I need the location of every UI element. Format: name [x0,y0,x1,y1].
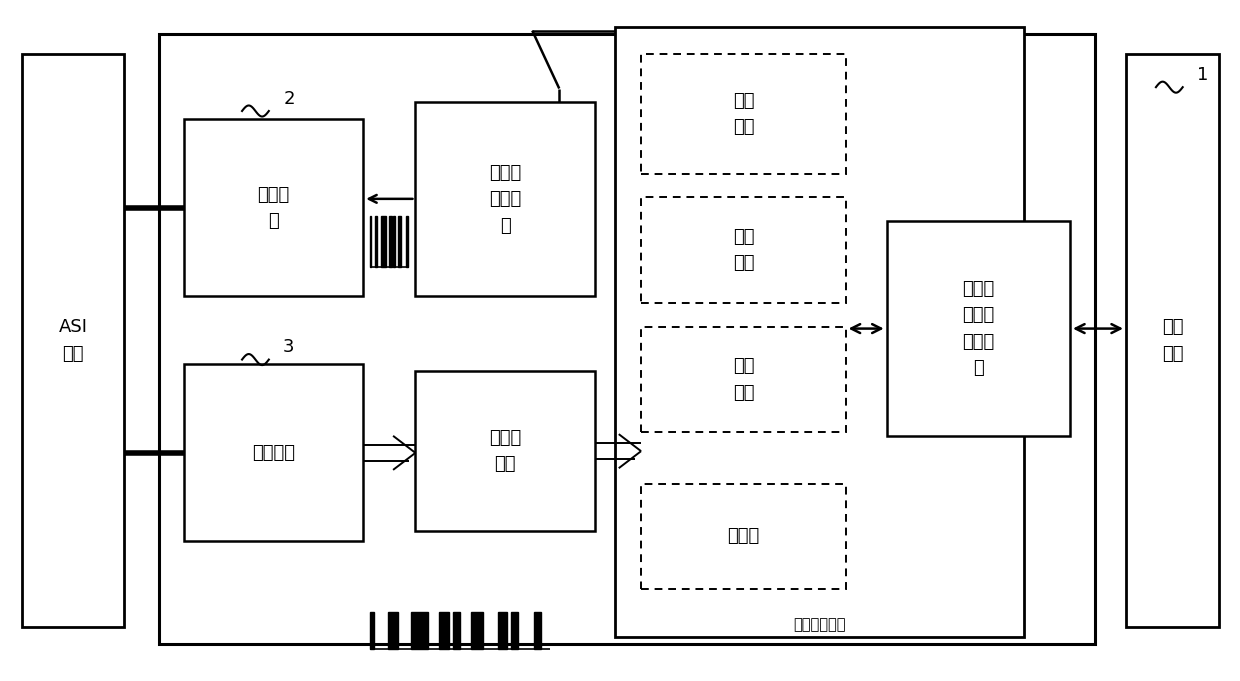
Bar [511,612,518,649]
Bar [405,216,408,267]
Bar [389,216,392,267]
Bar [641,327,846,432]
Bar [534,612,541,649]
Text: 解调电路: 解调电路 [252,444,295,462]
Text: 接收
解码: 接收 解码 [733,358,754,402]
Bar [415,102,595,296]
Bar [615,27,1024,637]
Text: 协议处理模块: 协议处理模块 [794,617,846,632]
Text: 定时器
控制输
出: 定时器 控制输 出 [489,164,522,234]
Bar [641,54,846,174]
Bar [370,612,374,649]
Text: 通信
接口: 通信 接口 [1162,318,1183,363]
Text: 应用
处理: 应用 处理 [733,228,754,272]
Bar [381,216,386,267]
Bar [641,484,846,589]
Text: ASI
电源: ASI 电源 [58,318,88,363]
Text: 2: 2 [283,90,295,108]
Text: 逻辑控
制及状
态机模
块: 逻辑控 制及状 态机模 块 [962,280,994,377]
Bar [454,612,460,649]
Bar [398,216,402,267]
Text: 1: 1 [1197,66,1209,84]
Bar [388,612,398,649]
Bar [415,371,595,531]
Bar [471,612,484,649]
Text: 发送
编码: 发送 编码 [733,92,754,136]
Bar [410,612,428,649]
Bar [641,197,846,303]
Bar [887,221,1070,436]
Bar [439,612,449,649]
Text: 帧校验: 帧校验 [727,527,760,545]
Bar [184,364,363,541]
Text: 3: 3 [283,338,295,356]
Bar [393,216,396,267]
Bar [374,216,377,267]
Text: 调制电
路: 调制电 路 [257,185,290,230]
Bar [1126,54,1219,627]
Text: 定时器
抓捕: 定时器 抓捕 [489,429,522,473]
Bar [159,34,1095,644]
Bar [22,54,124,627]
Bar [184,119,363,296]
Bar [370,216,371,267]
Bar [498,612,507,649]
